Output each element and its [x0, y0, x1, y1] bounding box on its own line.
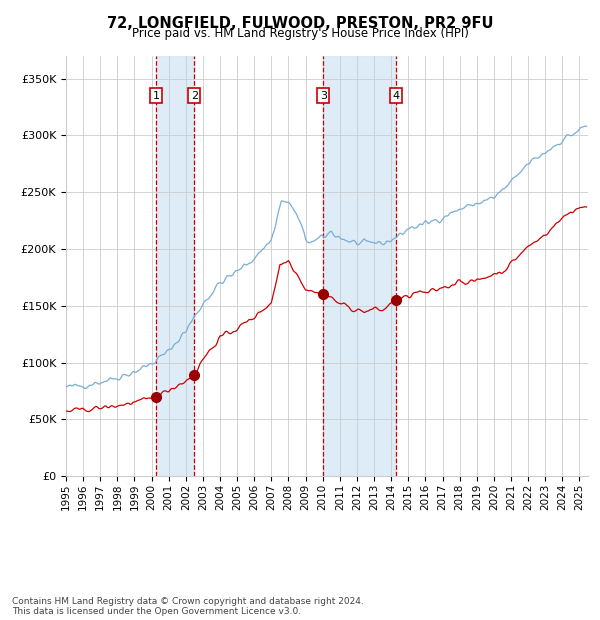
Bar — [323, 56, 396, 476]
Text: 2: 2 — [191, 91, 198, 100]
Text: 4: 4 — [392, 91, 400, 100]
Text: This data is licensed under the Open Government Licence v3.0.: This data is licensed under the Open Gov… — [12, 607, 301, 616]
Bar — [156, 56, 194, 476]
Text: 1: 1 — [152, 91, 160, 100]
Text: Contains HM Land Registry data © Crown copyright and database right 2024.: Contains HM Land Registry data © Crown c… — [12, 597, 364, 606]
Text: 3: 3 — [320, 91, 327, 100]
Text: Price paid vs. HM Land Registry's House Price Index (HPI): Price paid vs. HM Land Registry's House … — [131, 27, 469, 40]
Text: 72, LONGFIELD, FULWOOD, PRESTON, PR2 9FU: 72, LONGFIELD, FULWOOD, PRESTON, PR2 9FU — [107, 16, 493, 30]
